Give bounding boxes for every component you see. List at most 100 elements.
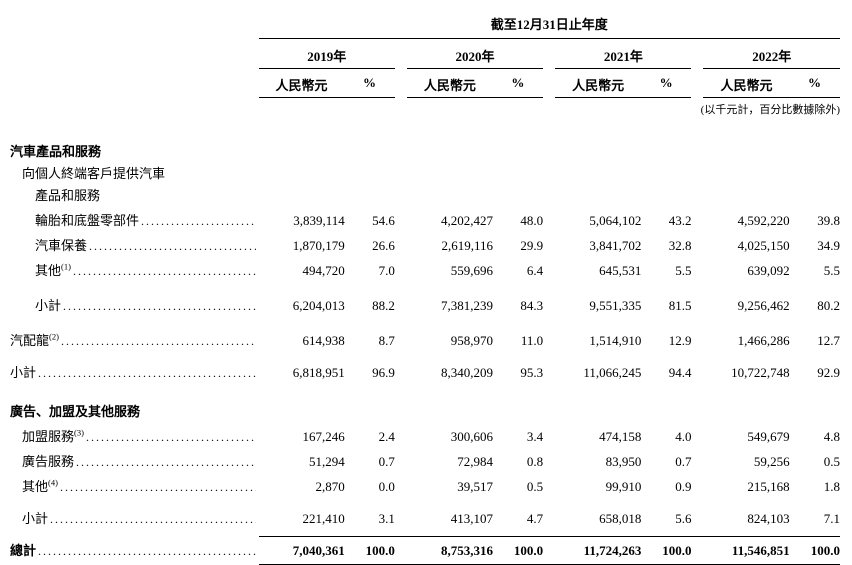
row-label: 汽車保養	[35, 238, 88, 253]
footnote-ref: (2)	[49, 331, 59, 342]
row-label: 其他(1)	[35, 261, 71, 278]
dot-leader	[63, 298, 256, 314]
value-cell: 4,592,220	[737, 213, 790, 228]
data-row: 輪胎和底盤零部件 3,839,114 54.6 4,202,427 48.0 5…	[10, 204, 840, 229]
percent-cell: 5.6	[675, 511, 692, 526]
percent-cell: 12.9	[668, 333, 692, 348]
data-row: 汽車保養 1,870,179 26.6 2,619,116 29.9 3,841…	[10, 229, 840, 254]
percent-cell: 3.4	[526, 429, 544, 444]
dot-leader	[141, 213, 256, 229]
value-cell: 824,103	[747, 511, 790, 526]
section-label: 廣告、加盟及其他服務	[10, 404, 141, 419]
value-cell: 99,910	[605, 479, 642, 494]
value-cell: 11,546,851	[703, 535, 790, 565]
value-cell: 6,204,013	[292, 298, 345, 313]
percent-cell: 0.0	[378, 479, 395, 494]
percent-cell: 29.9	[520, 238, 544, 253]
value-cell: 300,606	[450, 429, 494, 444]
row-label: 總計	[10, 543, 37, 558]
row-label: 向個人終端客戶提供汽車	[22, 166, 166, 181]
value-cell: 72,984	[457, 454, 494, 469]
subtotal-row: 小計 221,410 3.1 413,107 4.7 658,018 5.6 8…	[10, 495, 840, 527]
dot-leader	[76, 454, 256, 470]
value-cell: 11,066,245	[583, 365, 642, 380]
value-cell: 1,870,179	[292, 238, 345, 253]
value-cell: 39,517	[457, 479, 494, 494]
percent-cell: 54.6	[372, 213, 395, 228]
percent-cell: 32.8	[668, 238, 692, 253]
value-cell: 215,168	[747, 479, 790, 494]
percent-header: %	[511, 75, 525, 90]
dot-leader	[38, 543, 256, 559]
section-row: 廣告、加盟及其他服務	[10, 381, 840, 420]
value-cell: 3,841,702	[589, 238, 642, 253]
footnote-ref: (4)	[48, 477, 58, 488]
subtotal-row: 小計 6,818,951 96.9 8,340,209 95.3 11,066,…	[10, 349, 840, 381]
row-label: 汽配龍(2)	[10, 331, 59, 348]
percent-cell: 95.3	[520, 365, 544, 380]
year-header: 2019年	[258, 46, 395, 69]
value-cell: 7,381,239	[441, 298, 494, 313]
value-cell: 8,753,316	[406, 535, 494, 565]
percent-cell: 43.2	[668, 213, 692, 228]
dot-leader	[61, 333, 256, 349]
value-cell: 83,950	[605, 454, 642, 469]
row-label: 廣告服務	[22, 454, 75, 469]
currency-header: 人民幣元	[572, 78, 625, 93]
value-cell: 2,619,116	[441, 238, 494, 253]
percent-cell: 26.6	[372, 238, 395, 253]
value-cell: 59,256	[753, 454, 790, 469]
row-label: 加盟服務(3)	[22, 427, 84, 444]
value-cell: 6,818,951	[292, 365, 345, 380]
dot-leader	[86, 429, 256, 445]
percent-cell: 96.9	[372, 365, 395, 380]
year-header-row: 2019年 2020年 2021年 2022年	[10, 39, 840, 69]
section-label: 汽車產品和服務	[10, 144, 102, 159]
percent-cell: 8.7	[378, 333, 395, 348]
dot-leader	[38, 365, 256, 381]
percent-cell: 80.2	[817, 298, 840, 313]
year-header: 2021年	[555, 46, 692, 69]
percent-cell: 0.9	[675, 479, 692, 494]
percent-cell: 94.4	[668, 365, 692, 380]
percent-cell: 84.3	[520, 298, 544, 313]
data-row: 汽配龍(2) 614,938 8.7 958,970 11.0 1,514,91…	[10, 314, 840, 349]
row-label: 小計	[22, 511, 49, 526]
percent-cell: 48.0	[520, 213, 544, 228]
dot-leader	[89, 238, 256, 254]
label-row: 產品和服務	[10, 182, 840, 204]
value-cell: 8,340,209	[441, 365, 494, 380]
percent-cell: 5.5	[823, 263, 840, 278]
percent-cell: 7.1	[823, 511, 840, 526]
percent-cell: 0.5	[823, 454, 840, 469]
percent-header: %	[363, 75, 377, 90]
currency-header: 人民幣元	[720, 78, 773, 93]
value-cell: 639,092	[747, 263, 790, 278]
year-header: 2022年	[703, 46, 840, 69]
units-note-row: (以千元計，百分比數據除外)	[10, 98, 840, 117]
year-header: 2020年	[406, 46, 544, 69]
value-cell: 4,202,427	[441, 213, 494, 228]
label-row: 向個人終端客戶提供汽車	[10, 160, 840, 182]
currency-header: 人民幣元	[423, 78, 476, 93]
period-title: 截至12月31日止年度	[258, 14, 840, 39]
row-label: 其他(4)	[22, 477, 58, 494]
percent-cell: 92.9	[817, 365, 840, 380]
spacer-row	[10, 527, 840, 536]
units-note: (以千元計，百分比數據除外)	[700, 104, 840, 116]
period-header-row: 截至12月31日止年度	[10, 12, 840, 39]
value-cell: 4,025,150	[737, 238, 790, 253]
percent-cell: 34.9	[817, 238, 840, 253]
value-cell: 11,724,263	[555, 535, 642, 565]
section-row: 汽車產品和服務	[10, 117, 840, 160]
footnote-ref: (1)	[61, 261, 71, 272]
percent-cell: 5.5	[675, 263, 692, 278]
data-row: 其他(1) 494,720 7.0 559,696 6.4 645,531 5.…	[10, 254, 840, 279]
value-cell: 9,551,335	[589, 298, 642, 313]
value-cell: 614,938	[302, 333, 345, 348]
currency-header: 人民幣元	[275, 78, 328, 93]
percent-cell: 100.0	[344, 535, 395, 565]
percent-cell: 100.0	[493, 535, 544, 565]
dot-leader	[73, 263, 256, 279]
